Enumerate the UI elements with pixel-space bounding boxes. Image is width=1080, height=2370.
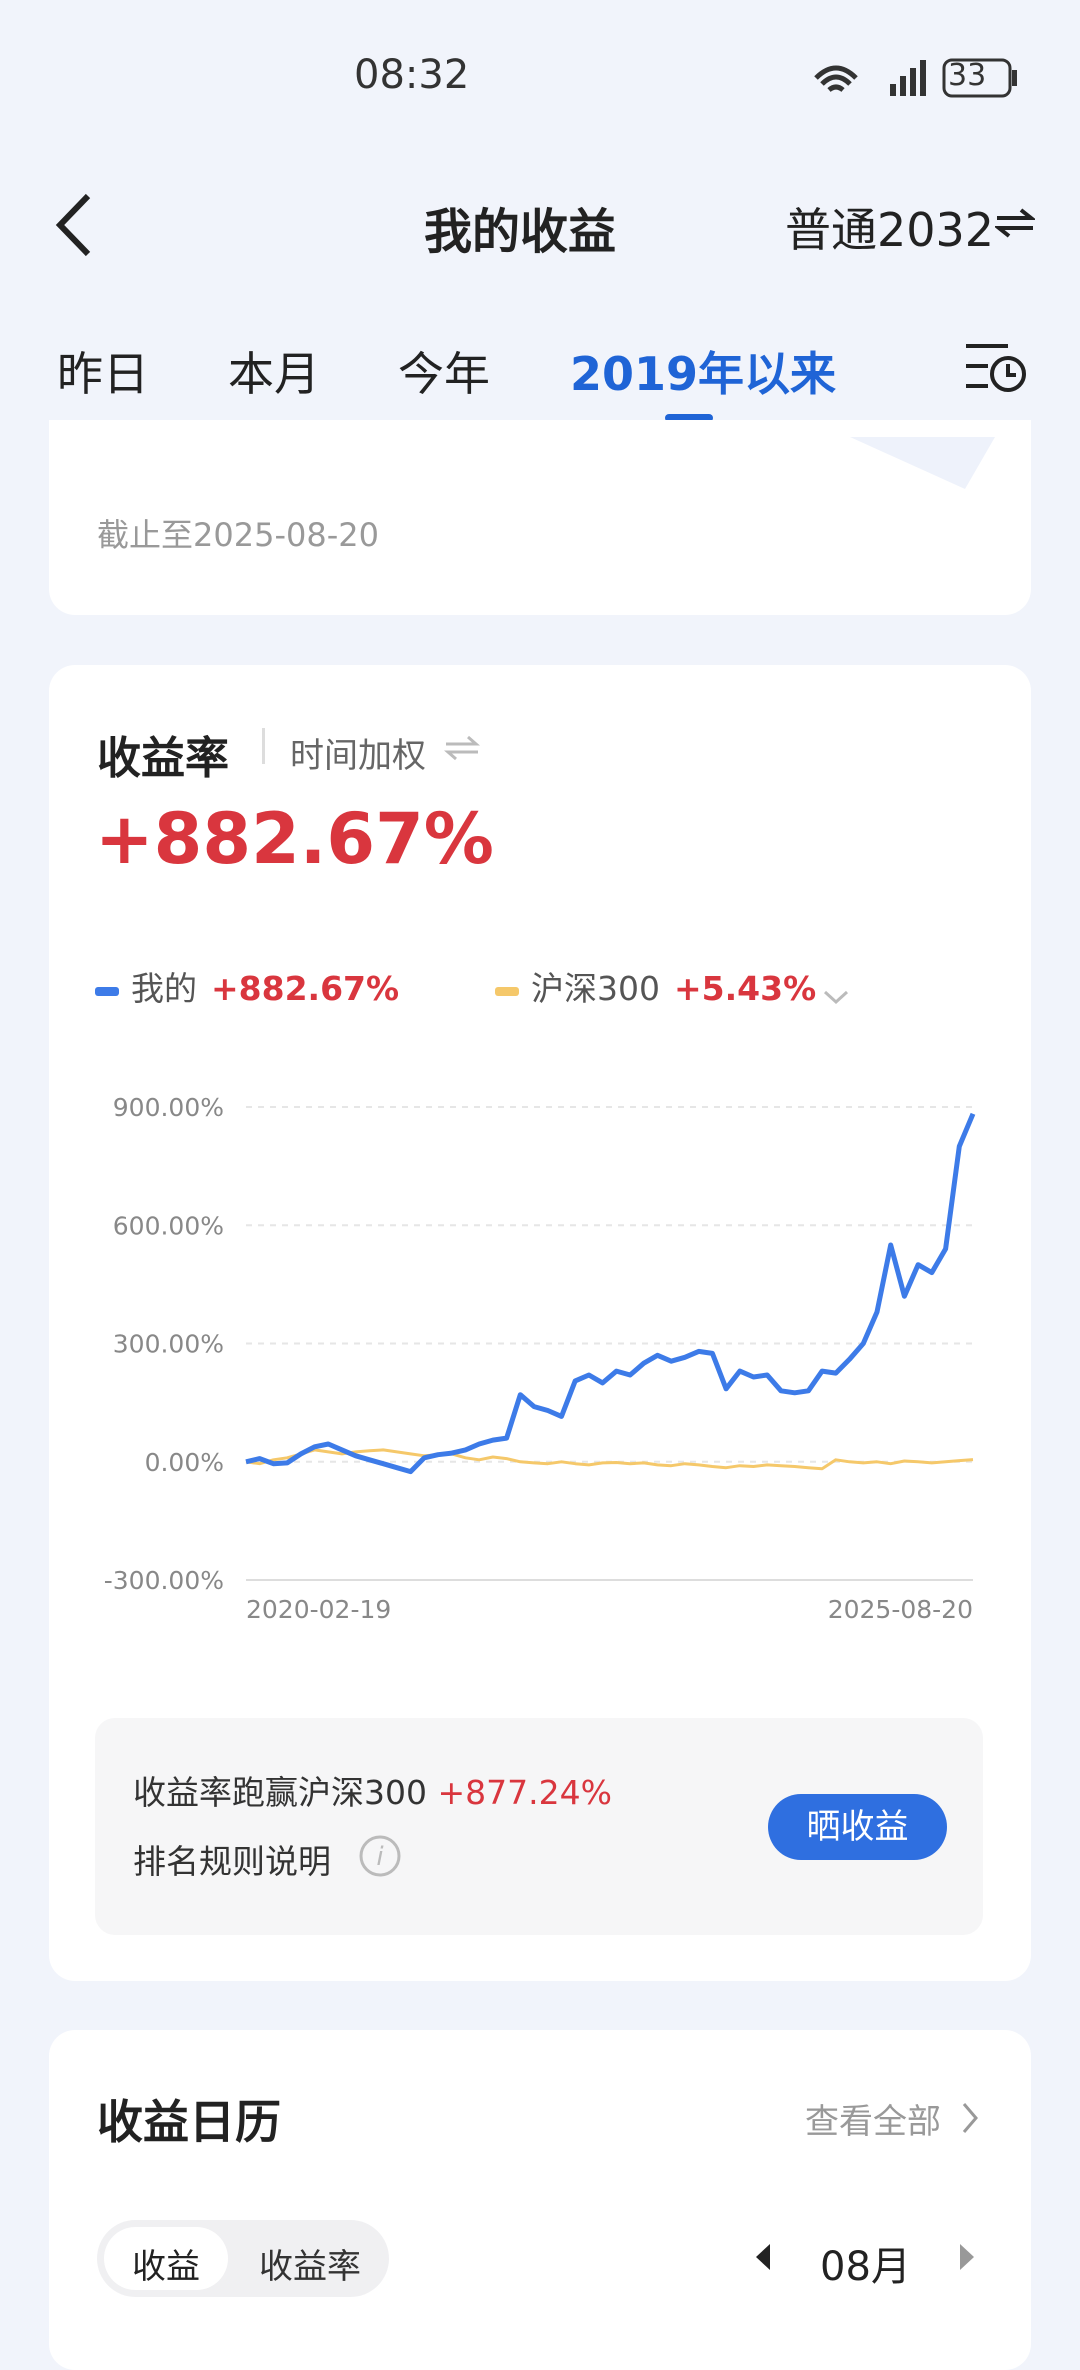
account-switch[interactable]: 普通2032 bbox=[785, 203, 995, 257]
y-tick-label: 300.00% bbox=[113, 1330, 224, 1359]
chevron bbox=[962, 2103, 978, 2133]
return-mode[interactable]: 时间加权 bbox=[290, 736, 426, 776]
compare-value: +877.24% bbox=[437, 1773, 612, 1812]
return-total: +882.67% bbox=[95, 798, 494, 880]
legend-name: 沪深300 bbox=[531, 969, 660, 1008]
y-tick-label: 900.00% bbox=[113, 1093, 224, 1122]
compare-text: 收益率跑赢沪深300 +877.24% bbox=[133, 1766, 612, 1814]
divider bbox=[262, 728, 265, 764]
chart: 我的 +882.67% 沪深300 +5.43% -300.00% 0.00% 300.00… bbox=[95, 969, 976, 1624]
y-tick-label: -300.00% bbox=[104, 1566, 224, 1595]
svg-text:i: i bbox=[376, 1842, 384, 1872]
x-tick-label: 2020-02-19 bbox=[246, 1595, 391, 1624]
view-all[interactable]: 查看全部 bbox=[805, 2102, 941, 2142]
tab[interactable]: 2019年以来 bbox=[570, 347, 837, 401]
tab[interactable]: 今年 bbox=[398, 347, 490, 401]
legend-entry: 我的 +882.67% bbox=[131, 969, 399, 1008]
calendar-title: 收益日历 bbox=[97, 2095, 281, 2149]
x-tick-label: 2025-08-20 bbox=[828, 1595, 973, 1624]
status-time: 08:32 bbox=[354, 52, 470, 98]
legend-swatch bbox=[95, 987, 119, 996]
share-button[interactable]: 晒收益 bbox=[768, 1794, 947, 1860]
summary-card bbox=[49, 420, 1031, 615]
y-tick-label: 0.00% bbox=[145, 1448, 224, 1477]
legend-name: 我的 bbox=[131, 969, 197, 1008]
toggle-option[interactable]: 收益 bbox=[132, 2247, 200, 2287]
info-icon[interactable]: i bbox=[358, 1834, 402, 1878]
series-line bbox=[245, 1112, 976, 1475]
tab[interactable]: 本月 bbox=[228, 347, 320, 401]
legend-value: +882.67% bbox=[211, 969, 399, 1008]
mode-swap-icon bbox=[444, 735, 480, 761]
return-title: 收益率 bbox=[97, 733, 229, 784]
page-title: 我的收益 bbox=[423, 204, 616, 260]
next-month[interactable] bbox=[956, 2242, 978, 2272]
card-decoration bbox=[850, 437, 995, 489]
legend-dropdown bbox=[823, 990, 849, 1005]
rank-rule[interactable]: 排名规则说明 bbox=[133, 1842, 331, 1881]
legend-entry: 沪深300 +5.43% bbox=[531, 969, 816, 1008]
compare-label: 收益率跑赢沪深300 bbox=[133, 1773, 427, 1812]
calendar-card bbox=[49, 2030, 1031, 2370]
legend-value: +5.43% bbox=[674, 969, 816, 1008]
toggle-option[interactable]: 收益率 bbox=[259, 2247, 361, 2287]
tab[interactable]: 昨日 bbox=[57, 347, 149, 401]
toggle-active bbox=[104, 2227, 228, 2290]
back-button[interactable] bbox=[50, 190, 100, 260]
legend-swatch bbox=[495, 987, 519, 996]
y-tick-label: 600.00% bbox=[113, 1211, 224, 1240]
prev-month[interactable] bbox=[752, 2242, 774, 2272]
tab-indicator bbox=[665, 414, 713, 422]
history-icon[interactable] bbox=[962, 338, 1028, 394]
as-of-date: 截止至2025-08-20 bbox=[97, 516, 379, 554]
status-icons bbox=[814, 58, 1017, 98]
series-line bbox=[245, 1448, 974, 1471]
battery-level: 33 bbox=[948, 58, 987, 93]
swap-icon bbox=[995, 208, 1035, 238]
month: 08月 bbox=[820, 2244, 911, 2290]
